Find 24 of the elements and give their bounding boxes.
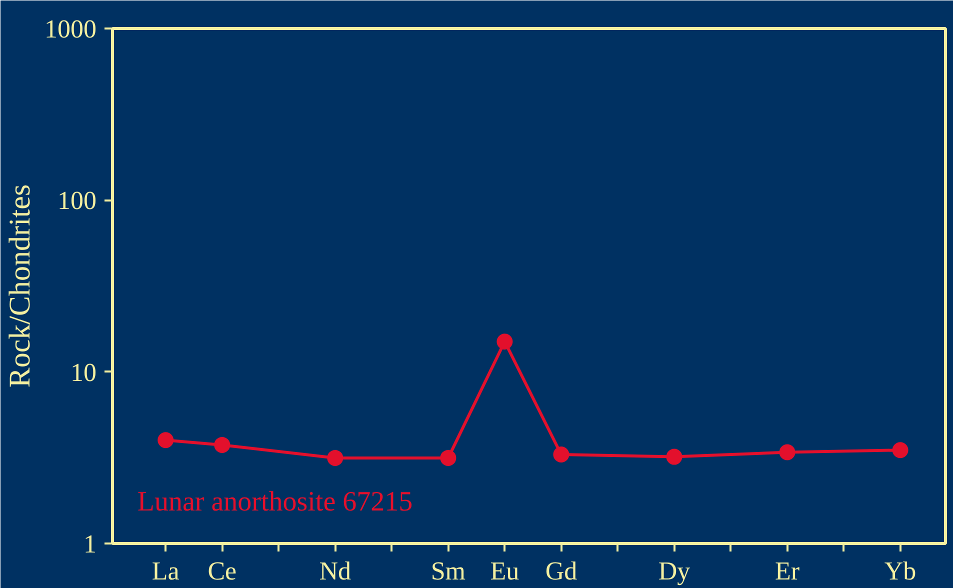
x-tick-label: Dy [658, 556, 690, 586]
point [779, 444, 796, 460]
y-tick-label: 1 [84, 530, 96, 558]
point [892, 442, 908, 458]
point [440, 450, 456, 466]
point [496, 334, 513, 350]
y-tick-label: 10 [70, 358, 96, 387]
x-tick-label: La [152, 556, 180, 586]
series-label: Lunar anorthosite 67215 [137, 486, 413, 518]
x-tick-label: Ce [208, 556, 237, 586]
point [553, 446, 570, 462]
point [666, 448, 682, 465]
x-tick-label: Eu [490, 556, 520, 586]
point [214, 436, 230, 453]
x-tick-label: Yb [884, 556, 916, 586]
x-tick-label: Er [774, 556, 800, 586]
y-tick-label: 1000 [44, 14, 96, 44]
point [158, 432, 174, 448]
x-tick-label: Gd [545, 556, 578, 586]
y-tick-label: 100 [58, 186, 96, 216]
x-tick-label: Sm [430, 556, 466, 586]
x-tick-label: Nd [319, 556, 352, 586]
y-axis-title: Rock/Chondrites [4, 184, 36, 388]
point [327, 450, 344, 466]
